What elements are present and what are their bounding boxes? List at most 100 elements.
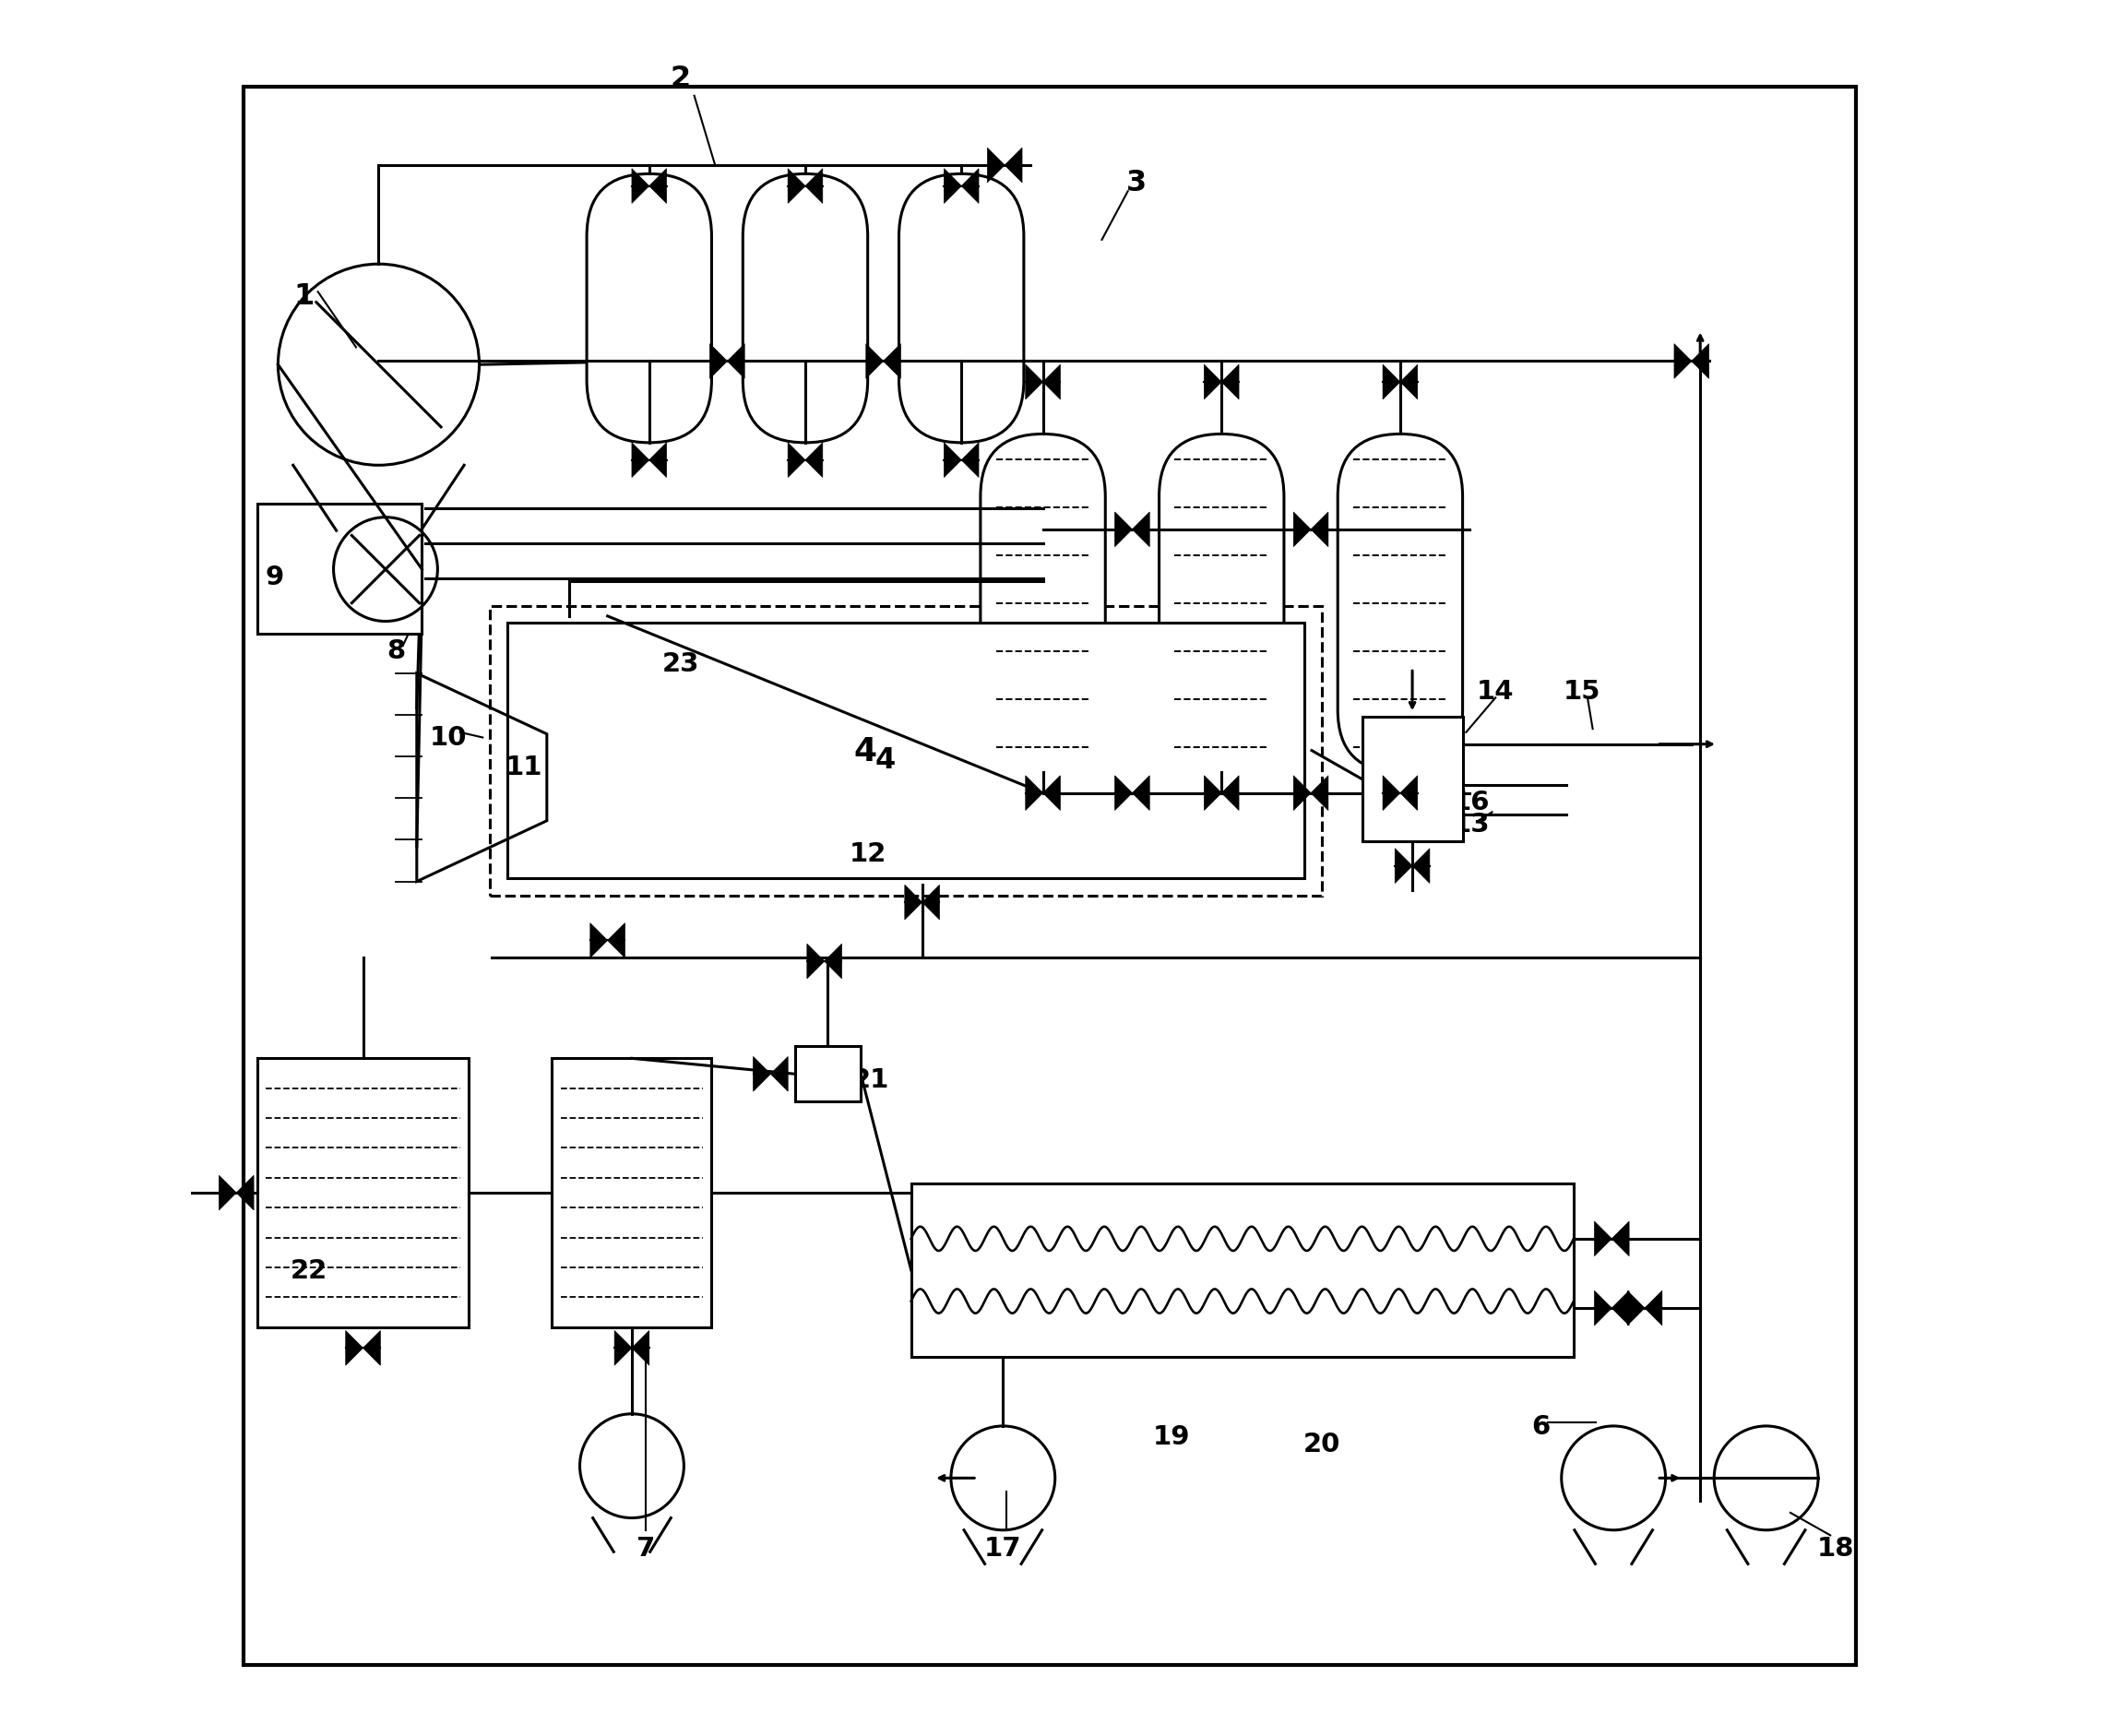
Polygon shape	[923, 885, 940, 920]
Polygon shape	[1293, 512, 1310, 547]
Text: 1: 1	[294, 281, 313, 311]
Polygon shape	[1628, 1292, 1645, 1326]
Polygon shape	[728, 344, 745, 378]
Text: 18: 18	[1816, 1535, 1854, 1561]
Bar	[1361, 717, 1463, 842]
Polygon shape	[631, 443, 650, 477]
Polygon shape	[961, 170, 978, 205]
Polygon shape	[1222, 776, 1238, 811]
Bar	[256, 1059, 468, 1328]
FancyBboxPatch shape	[1338, 434, 1463, 773]
Polygon shape	[1025, 365, 1044, 399]
Text: 17: 17	[984, 1535, 1023, 1561]
Text: 6: 6	[1531, 1413, 1550, 1439]
Polygon shape	[904, 885, 923, 920]
Polygon shape	[866, 344, 883, 378]
FancyBboxPatch shape	[743, 175, 868, 443]
Polygon shape	[631, 1332, 650, 1366]
Polygon shape	[944, 170, 961, 205]
Polygon shape	[1044, 776, 1061, 811]
Text: 9: 9	[265, 564, 284, 590]
FancyBboxPatch shape	[980, 434, 1105, 773]
Text: 8: 8	[387, 639, 404, 665]
Text: 23: 23	[663, 651, 699, 677]
Polygon shape	[591, 924, 608, 958]
Bar	[256, 503, 421, 634]
Polygon shape	[1222, 365, 1238, 399]
Text: 4: 4	[853, 736, 876, 767]
Polygon shape	[1645, 1292, 1662, 1326]
Text: 22: 22	[290, 1257, 328, 1283]
Text: 2: 2	[671, 64, 690, 94]
Text: 21: 21	[853, 1066, 889, 1092]
Text: 19: 19	[1152, 1424, 1190, 1450]
Polygon shape	[754, 1057, 771, 1092]
Polygon shape	[987, 149, 1006, 184]
Polygon shape	[1399, 776, 1418, 811]
Polygon shape	[1133, 776, 1150, 811]
Polygon shape	[650, 443, 667, 477]
Text: 12: 12	[849, 842, 887, 866]
Polygon shape	[1116, 776, 1133, 811]
Text: 15: 15	[1564, 679, 1600, 705]
Bar	[489, 606, 1323, 896]
Polygon shape	[237, 1175, 254, 1210]
Polygon shape	[1675, 344, 1691, 378]
Text: 4: 4	[874, 746, 895, 774]
Text: 14: 14	[1478, 679, 1514, 705]
Polygon shape	[824, 944, 843, 979]
Text: 10: 10	[430, 726, 466, 752]
Bar	[506, 623, 1304, 878]
Polygon shape	[883, 344, 900, 378]
Polygon shape	[1310, 776, 1327, 811]
Bar	[794, 1047, 862, 1102]
Text: 3: 3	[1126, 168, 1147, 198]
Text: 11: 11	[506, 755, 542, 781]
Polygon shape	[1594, 1292, 1611, 1326]
Bar	[553, 1059, 711, 1328]
Polygon shape	[771, 1057, 788, 1092]
Polygon shape	[1594, 1222, 1611, 1257]
Text: 5: 5	[1401, 766, 1423, 793]
Polygon shape	[1382, 365, 1399, 399]
Polygon shape	[1205, 365, 1222, 399]
Polygon shape	[709, 344, 728, 378]
Polygon shape	[1399, 365, 1418, 399]
FancyBboxPatch shape	[900, 175, 1025, 443]
Polygon shape	[788, 443, 804, 477]
Polygon shape	[944, 443, 961, 477]
Polygon shape	[1293, 776, 1310, 811]
Polygon shape	[218, 1175, 237, 1210]
Polygon shape	[631, 170, 650, 205]
Text: 7: 7	[637, 1535, 654, 1561]
Polygon shape	[608, 924, 625, 958]
Text: 13: 13	[1452, 812, 1490, 837]
Polygon shape	[804, 443, 824, 477]
Polygon shape	[1691, 344, 1708, 378]
Polygon shape	[1395, 849, 1412, 884]
Text: 5: 5	[1404, 766, 1423, 793]
Polygon shape	[1025, 776, 1044, 811]
Polygon shape	[804, 170, 824, 205]
Polygon shape	[1116, 512, 1133, 547]
Text: 16: 16	[1452, 790, 1490, 814]
Polygon shape	[788, 170, 804, 205]
Polygon shape	[1133, 512, 1150, 547]
Polygon shape	[614, 1332, 631, 1366]
Polygon shape	[1044, 365, 1061, 399]
Polygon shape	[807, 944, 824, 979]
Polygon shape	[961, 443, 978, 477]
Polygon shape	[362, 1332, 381, 1366]
Polygon shape	[1412, 849, 1429, 884]
Polygon shape	[1382, 776, 1399, 811]
Text: 20: 20	[1304, 1430, 1340, 1457]
Polygon shape	[1205, 776, 1222, 811]
Bar	[910, 1184, 1573, 1358]
Polygon shape	[1310, 512, 1327, 547]
Polygon shape	[1611, 1292, 1630, 1326]
Polygon shape	[1611, 1222, 1630, 1257]
Polygon shape	[650, 170, 667, 205]
Polygon shape	[1006, 149, 1023, 184]
Polygon shape	[345, 1332, 362, 1366]
FancyBboxPatch shape	[1160, 434, 1285, 773]
